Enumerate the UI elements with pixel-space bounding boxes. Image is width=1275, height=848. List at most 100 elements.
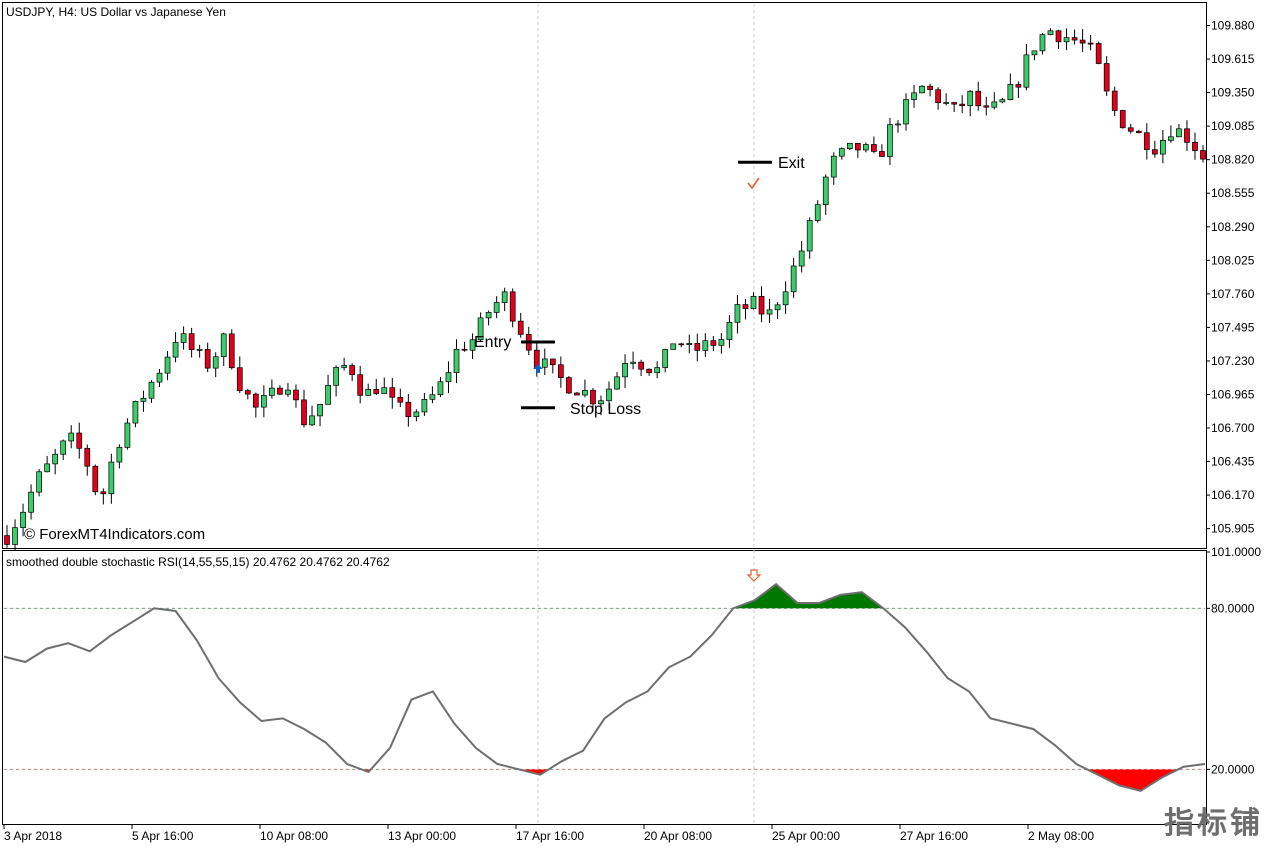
time-tick-label: 17 Apr 16:00	[516, 829, 584, 843]
bear-candle	[1103, 63, 1110, 92]
bear-candle	[549, 358, 556, 366]
bear-candle	[710, 340, 717, 346]
bear-candle	[574, 392, 580, 396]
bull-candle	[44, 463, 50, 473]
bull-candle	[269, 387, 275, 396]
bear-candle	[1079, 39, 1086, 44]
bear-candle	[694, 343, 701, 351]
time-tick-label: 10 Apr 08:00	[260, 829, 328, 843]
price-tick-label: 106.170	[1211, 488, 1255, 502]
bear-candle	[252, 393, 259, 408]
bull-candle	[381, 387, 388, 394]
bull-candle	[477, 317, 484, 341]
bear-candle	[678, 343, 685, 346]
bear-candle	[871, 144, 877, 152]
price-tick-label: 108.555	[1211, 186, 1255, 200]
bull-candle	[790, 265, 797, 293]
stoch-rsi-line	[3, 582, 1206, 792]
bull-candle	[132, 400, 139, 424]
bear-candle	[204, 349, 211, 369]
bear-candle	[1135, 130, 1142, 134]
bull-candle	[726, 321, 733, 340]
bear-candle	[1087, 42, 1094, 45]
bull-candle	[895, 123, 901, 126]
bear-candle	[373, 389, 380, 394]
bear-candle	[357, 374, 364, 396]
bull-candle	[261, 395, 267, 408]
bear-candle	[1143, 132, 1150, 150]
price-tick-label: 109.880	[1211, 19, 1255, 33]
bear-candle	[879, 151, 885, 157]
bull-candle	[180, 333, 187, 343]
bull-candle	[501, 291, 508, 303]
time-tick-label: 27 Apr 16:00	[900, 829, 968, 843]
bull-candle	[493, 302, 500, 313]
symbol-title: USDJPY, H4: US Dollar vs Japanese Yen	[6, 5, 226, 19]
indicator-group	[3, 582, 1206, 792]
price-tick-label: 108.025	[1211, 253, 1255, 267]
bear-candle	[244, 390, 251, 395]
bull-candle	[967, 90, 974, 107]
bull-candle	[863, 144, 869, 151]
price-tick-label: 106.435	[1211, 455, 1255, 469]
bull-candle	[333, 367, 339, 386]
bull-candle	[838, 148, 845, 157]
bear-candle	[1015, 84, 1022, 88]
bull-candle	[116, 447, 123, 463]
bull-candle	[598, 400, 604, 405]
bull-candle	[309, 415, 315, 426]
bull-candle	[196, 349, 203, 351]
watermark-logo: 指标铺	[1164, 806, 1263, 841]
bull-candle	[317, 403, 323, 417]
bull-candle	[108, 461, 115, 495]
price-axis: 109.880 109.615 109.350 109.085 108.820 108.5…	[1206, 19, 1255, 536]
price-tick-label: 105.905	[1211, 522, 1255, 536]
bear-candle	[293, 389, 299, 401]
bull-candle	[140, 397, 147, 402]
bull-candle	[734, 304, 741, 323]
bull-candle	[1168, 136, 1174, 141]
price-tick-label: 106.700	[1211, 421, 1255, 435]
bear-candle	[951, 102, 958, 105]
bull-candle	[52, 453, 59, 465]
bear-candle	[509, 291, 516, 322]
price-grid	[537, 4, 755, 823]
bear-candle	[389, 387, 396, 398]
time-tick-label: 5 Apr 16:00	[132, 829, 194, 843]
bull-candle	[806, 220, 813, 252]
time-tick-label: 20 Apr 08:00	[644, 829, 712, 843]
bull-candle	[285, 389, 291, 395]
bull-candle	[1007, 84, 1014, 100]
bull-candle	[365, 389, 372, 396]
bull-candle	[846, 142, 853, 149]
bull-candle	[68, 432, 75, 442]
price-tick-label: 106.965	[1211, 387, 1255, 401]
bull-candle	[670, 343, 677, 350]
bear-candle	[1151, 149, 1158, 155]
bull-candle	[485, 312, 492, 319]
bull-candle	[582, 389, 588, 396]
bull-candle	[662, 349, 669, 368]
bear-candle	[854, 142, 861, 151]
bull-candle	[172, 342, 179, 358]
bull-candle	[606, 388, 612, 402]
indicator-panel-frame	[2, 550, 1207, 825]
indicator-axis: 101.0000 80.0000 20.0000	[1206, 545, 1261, 776]
bear-candle	[76, 432, 83, 449]
bear-candle	[236, 367, 243, 391]
bull-candle	[1023, 54, 1030, 88]
copyright-label: © ForexMT4Indicators.com	[24, 526, 205, 543]
bull-candle	[413, 411, 420, 418]
bull-candle	[148, 381, 155, 399]
bear-candle	[1071, 37, 1078, 41]
bull-candle	[28, 491, 34, 513]
bull-candle	[469, 339, 476, 351]
price-tick-label: 107.760	[1211, 287, 1255, 301]
bear-candle	[758, 295, 765, 315]
bull-candle	[1031, 50, 1038, 56]
bull-candle	[654, 367, 661, 374]
bull-candle	[1063, 37, 1070, 43]
bear-candle	[301, 399, 307, 426]
bear-candle	[397, 396, 404, 403]
